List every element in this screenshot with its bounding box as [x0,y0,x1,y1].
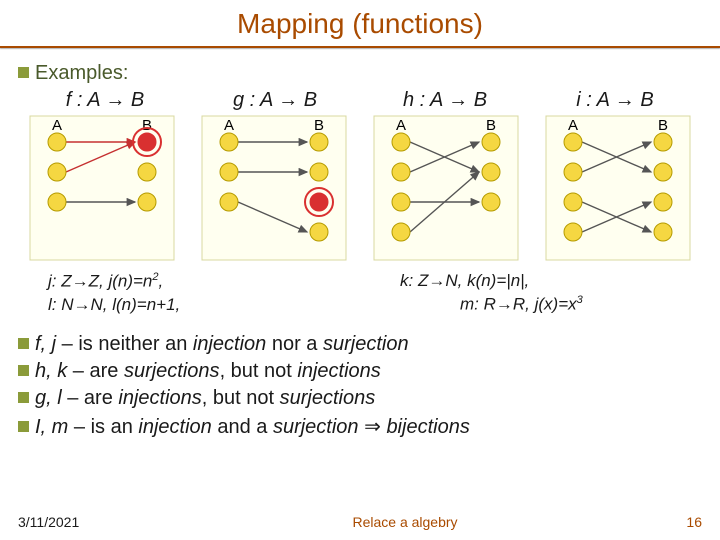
bullet-3: g, l – are injections, but not surjectio… [18,387,702,410]
svg-text:B: B [658,117,668,134]
diagram-g: AB [194,114,354,264]
formulas-row: j: Z→Z, j(n)=n2, l: N→N, l(n)=n+1, k: Z→… [18,264,702,329]
diagram-f: AB [22,114,182,264]
footer-center: Relace a algebry [168,514,642,530]
map-label-h: h : A → B [370,89,520,112]
svg-text:A: A [396,117,406,134]
bullet-icon [18,392,29,403]
diagrams-row: AB AB AB AB [18,114,702,264]
examples-heading: Examples: [18,62,702,85]
footer-page: 16 [642,514,702,530]
formula-l: l: N→N, l(n)=n+1, [48,294,320,317]
formula-m: m: R→R, j(x)=x3 [400,293,672,317]
bullet-icon [18,338,29,349]
bullet-icon [18,365,29,376]
footer-date: 3/11/2021 [18,514,168,530]
svg-text:A: A [52,117,62,134]
svg-text:A: A [568,117,578,134]
examples-label: Examples: [35,62,128,84]
diagram-i: AB [538,114,698,264]
formula-j: j: Z→Z, j(n)=n2, [48,270,320,294]
map-labels-row: f : A → B g : A → B h : A → B i : A → B [18,89,702,112]
bullet-4: I, m – is an injection and a surjection … [18,414,702,439]
diagram-h: AB [366,114,526,264]
page-title: Mapping (functions) [0,8,720,40]
bullet-1: f, j – is neither an injection nor a sur… [18,333,702,356]
formulas-right: k: Z→N, k(n)=|n|, m: R→R, j(x)=x3 [390,270,672,317]
bullet-icon [18,67,29,78]
title-underline [0,46,720,48]
map-label-f: f : A → B [30,89,180,112]
footer: 3/11/2021 Relace a algebry 16 [0,514,720,530]
svg-text:B: B [314,117,324,134]
map-label-g: g : A → B [200,89,350,112]
formulas-left: j: Z→Z, j(n)=n2, l: N→N, l(n)=n+1, [48,270,320,317]
formula-k: k: Z→N, k(n)=|n|, [400,270,672,293]
lower-bullets: f, j – is neither an injection nor a sur… [0,329,720,439]
bullet-icon [18,421,29,432]
svg-text:B: B [486,117,496,134]
svg-text:B: B [142,117,152,134]
bullet-2: h, k – are surjections, but not injectio… [18,360,702,383]
map-label-i: i : A → B [540,89,690,112]
svg-text:A: A [224,117,234,134]
